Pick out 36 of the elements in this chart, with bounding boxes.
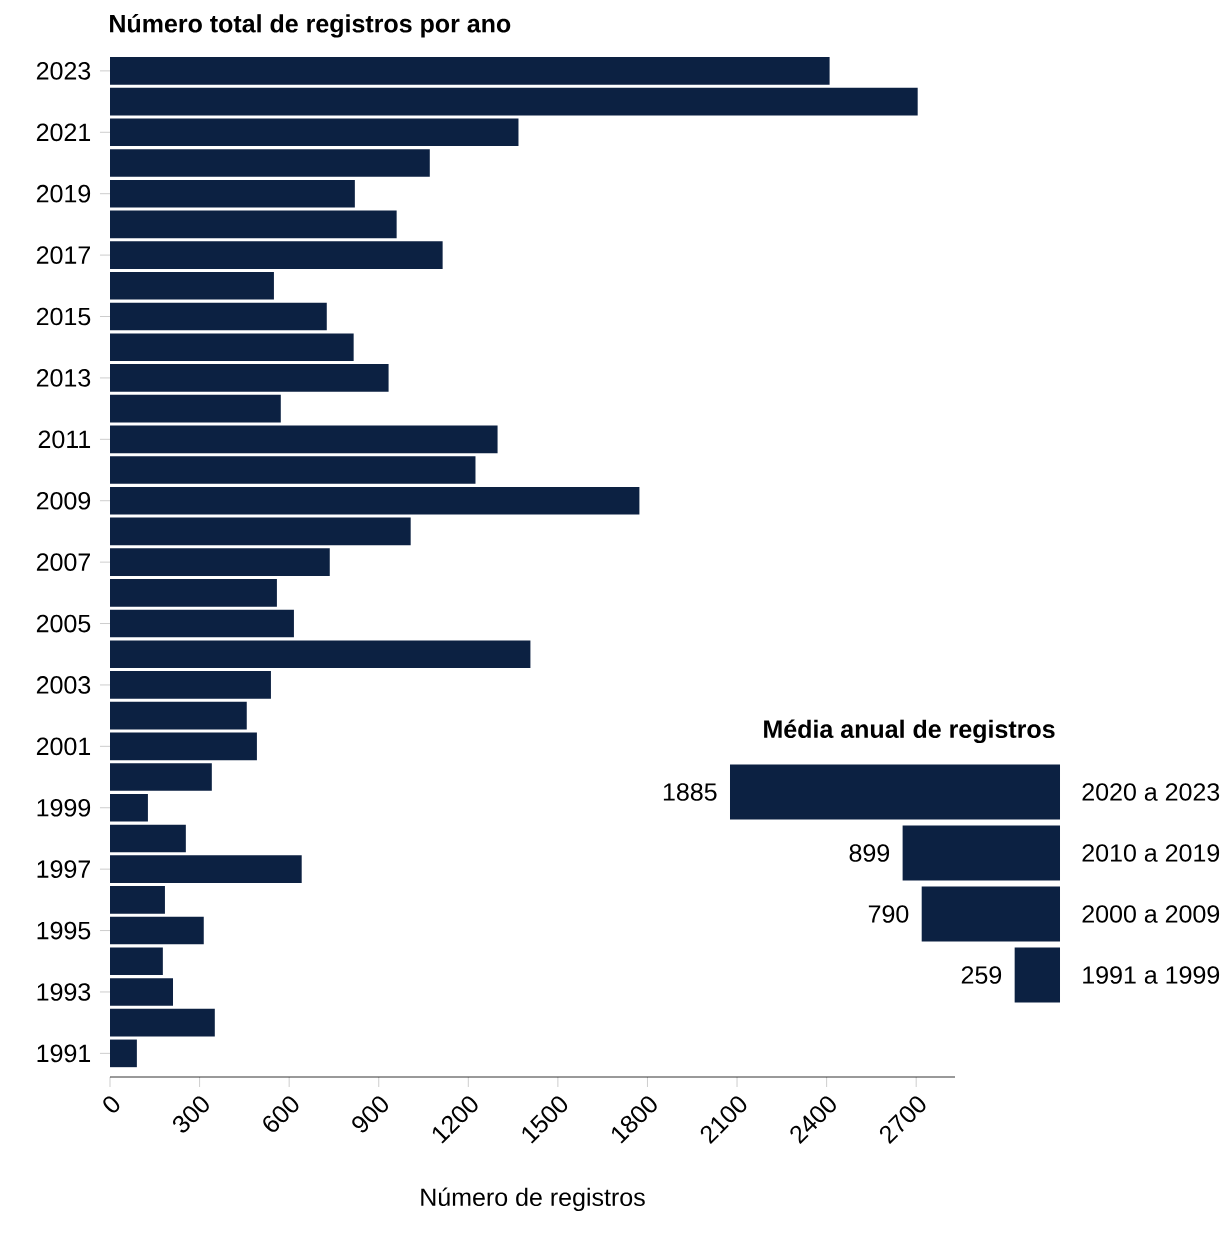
- data-label: 790: [868, 905, 909, 923]
- y-tick-label: 2021: [36, 123, 91, 142]
- y-tick-label: 1991: [37, 1044, 91, 1063]
- y-tick-label: 2009: [36, 491, 91, 510]
- chart-title: Média anual de registros: [764, 719, 1055, 744]
- y-tick-label: 2020 a 2023: [1082, 783, 1220, 801]
- y-tick-label: 1997: [37, 860, 90, 879]
- y-tick-label: 2010 a 2019: [1082, 844, 1220, 862]
- chart-title: Número total de registros por ano: [110, 13, 511, 38]
- y-tick-label: 2005: [36, 614, 91, 633]
- bar: [1014, 947, 1060, 1003]
- y-tick-label: 2017: [36, 246, 90, 264]
- y-tick-label: 2007: [36, 553, 90, 571]
- data-label: 1885: [663, 783, 717, 801]
- bar: [902, 825, 1060, 881]
- data-label: 899: [849, 844, 890, 862]
- data-label: 259: [961, 966, 1002, 984]
- y-tick-label: 2003: [36, 676, 91, 694]
- y-tick-label: 1999: [37, 798, 91, 817]
- bar: [730, 764, 1060, 820]
- x-tick-label: 600: [263, 1096, 299, 1132]
- y-tick-label: 2015: [36, 307, 91, 326]
- y-tick-label: 2013: [36, 369, 91, 387]
- y-tick-label: 2019: [36, 184, 91, 203]
- y-tick-label: 1993: [37, 983, 91, 1001]
- x-tick-label: 300: [173, 1096, 209, 1133]
- x-tick-label: 900: [352, 1096, 388, 1133]
- y-tick-label: 1995: [37, 921, 91, 940]
- x-tick-label: 0: [103, 1096, 120, 1113]
- x-axis-title: Número de registros: [421, 1187, 645, 1212]
- bar: [921, 886, 1060, 942]
- y-tick-label: 2011: [38, 430, 91, 449]
- y-tick-label: 2023: [36, 62, 91, 80]
- y-tick-label: 1991 a 1999: [1083, 966, 1220, 984]
- y-tick-label: 2000 a 2009: [1082, 905, 1220, 923]
- y-tick-label: 2001: [36, 737, 91, 756]
